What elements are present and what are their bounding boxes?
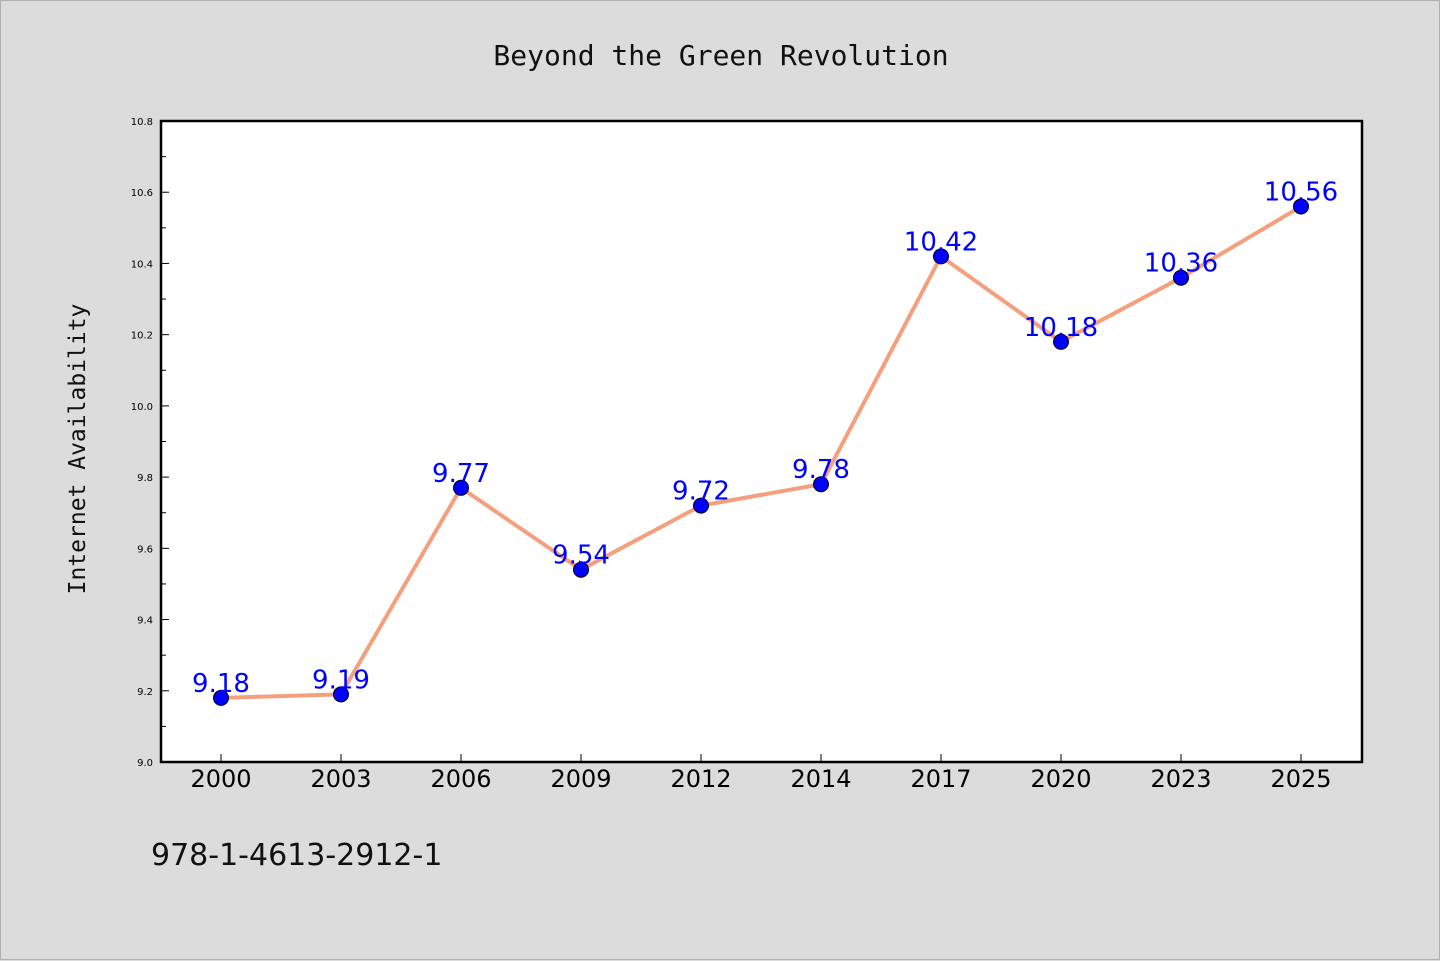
- x-tick-label: 2025: [1270, 765, 1331, 793]
- x-tick-label: 2012: [670, 765, 731, 793]
- data-point: [1053, 333, 1069, 350]
- x-tick-label: 2020: [1030, 765, 1091, 793]
- y-tick-label: 9.8: [137, 473, 153, 484]
- data-label: 9.72: [672, 477, 730, 507]
- y-axis-ticks: 9.0 9.2 9.4 9.6 9.8 10.0 10.2 10.4 10.6 10.8: [131, 117, 169, 769]
- x-tick-label: 2000: [190, 765, 251, 793]
- data-point: [213, 689, 229, 706]
- y-tick-label: 9.4: [137, 616, 153, 627]
- data-label: 9.77: [432, 459, 490, 489]
- y-tick-label: 10.4: [131, 259, 153, 270]
- data-point: [573, 561, 589, 578]
- x-tick-label: 2023: [1150, 765, 1211, 793]
- data-label: 9.78: [792, 455, 850, 485]
- series-line-group: [219, 204, 1303, 700]
- y-tick-label: 9.0: [137, 758, 153, 769]
- y-tick-label: 10.6: [131, 188, 153, 199]
- x-tick-label: 2014: [790, 765, 851, 793]
- data-label: 10.42: [904, 227, 978, 257]
- series-line: [219, 204, 1303, 700]
- chart-title: Beyond the Green Revolution: [493, 39, 948, 72]
- data-label: 10.18: [1024, 313, 1098, 343]
- x-tick-label: 2003: [310, 765, 371, 793]
- y-tick-label: 10.2: [131, 331, 153, 342]
- data-point: [813, 476, 829, 493]
- data-point: [1293, 198, 1309, 215]
- y-tick-label: 9.6: [137, 544, 153, 555]
- data-label: 10.56: [1264, 177, 1338, 207]
- data-point: [453, 479, 469, 496]
- data-label: 9.18: [192, 669, 250, 699]
- x-tick-label: 2017: [910, 765, 971, 793]
- data-point: [333, 686, 349, 703]
- y-tick-label: 9.2: [137, 687, 153, 698]
- x-tick-label: 2009: [550, 765, 611, 793]
- x-axis-ticks: 2000 2003 2006 2009 2012 2014 2017 2020 2023 2025: [190, 754, 1332, 793]
- plot-area: [159, 119, 1364, 764]
- series-markers: [213, 198, 1309, 706]
- data-point: [693, 497, 709, 514]
- data-label: 9.19: [312, 665, 370, 695]
- data-label: 9.54: [552, 541, 610, 571]
- data-labels: 9.18 9.19 9.77 9.54 9.72 9.78 10.42 10.18 10.36 1…: [192, 177, 1338, 698]
- isbn-footer: 978-1-4613-2912-1: [151, 838, 442, 873]
- y-tick-label: 10.8: [131, 117, 153, 128]
- x-tick-label: 2006: [430, 765, 491, 793]
- data-point: [1173, 269, 1189, 286]
- data-label: 10.36: [1144, 249, 1218, 279]
- data-point: [933, 248, 949, 265]
- y-axis-label: Internet Availability: [65, 304, 91, 595]
- y-tick-label: 10.0: [131, 402, 153, 413]
